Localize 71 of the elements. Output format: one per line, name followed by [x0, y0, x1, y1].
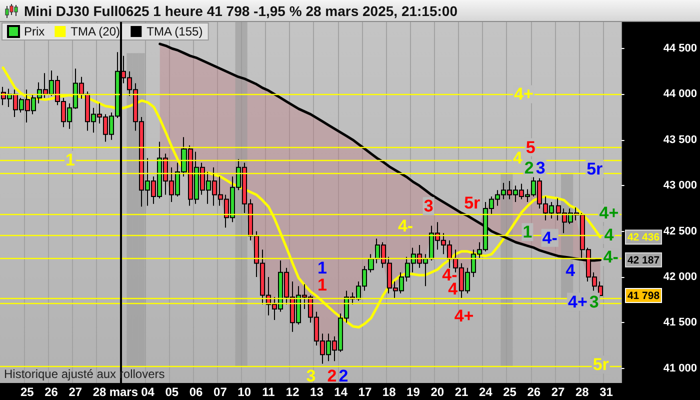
- y-tick-label: 44 500: [663, 42, 698, 55]
- annotation: 2: [524, 158, 534, 178]
- bar: [132, 53, 139, 367]
- x-tick-label: 24: [478, 385, 493, 399]
- annotation: 2: [327, 366, 337, 386]
- bar: [126, 53, 133, 367]
- annotation: 4+: [514, 84, 534, 104]
- x-tick-label: 21: [454, 385, 468, 399]
- text: 42 187: [627, 254, 660, 266]
- x-tick-label: 11: [262, 385, 276, 399]
- x-tick-label: 10: [238, 385, 252, 399]
- annotation: 1: [522, 222, 532, 242]
- annotation: 4: [604, 225, 614, 244]
- x-tick-label: 26: [527, 385, 541, 399]
- annotation: 3: [424, 196, 434, 216]
- annotation: 4-: [603, 248, 618, 267]
- y-tick-label: 42 500: [663, 225, 698, 238]
- x-tick-label: 14: [334, 385, 348, 399]
- annotation: 4+: [599, 203, 619, 222]
- annotation: 1: [317, 258, 327, 278]
- x-tick-label: 20: [430, 385, 444, 399]
- chart-title: Mini DJ30 Full0625 1 heure 41 798 -1,95 % 28 mars 2025, 21:15:00: [24, 2, 458, 18]
- annotation: 3: [306, 366, 316, 386]
- text: 42 436: [627, 232, 660, 244]
- legend-label: Prix: [24, 24, 45, 38]
- x-tick-label: 04: [141, 385, 155, 399]
- annotation: 4: [566, 261, 576, 280]
- x-tick-label: 19: [406, 385, 420, 399]
- y-tick-label: 43 000: [663, 180, 698, 192]
- x-tick-label: 27: [68, 385, 82, 399]
- annotation: 2: [338, 366, 348, 386]
- x-tick-label: 18: [382, 385, 396, 399]
- annotation: 1: [317, 276, 327, 295]
- y-tick-label: 41 000: [663, 362, 698, 374]
- x-tick-label: 28: [575, 385, 590, 399]
- x-tick-label: 26: [44, 385, 58, 399]
- annotation: 4+: [568, 292, 588, 312]
- legend-label: TMA (155): [146, 24, 203, 38]
- annotation: 5r: [586, 159, 604, 178]
- x-tick-label: 13: [310, 385, 324, 399]
- x-tick-label: 17: [358, 385, 372, 399]
- x-tick-label: 07: [214, 385, 228, 399]
- annotation: 4-: [398, 216, 414, 236]
- x-tick-label: mars: [109, 385, 138, 399]
- bar: [500, 172, 507, 367]
- x-tick-label: 28: [92, 385, 107, 399]
- annotation: 3: [589, 292, 599, 312]
- x-tick-label: 31: [600, 385, 614, 399]
- x-tick-label: 06: [189, 385, 204, 399]
- legend-label: TMA (20): [70, 24, 120, 38]
- annotation: 5r: [464, 193, 481, 212]
- y-tick-label: 43 500: [663, 134, 698, 146]
- y-tick-label: 41 500: [663, 316, 698, 329]
- x-tick-label: 25: [20, 385, 34, 399]
- annotation: 5r: [592, 355, 610, 374]
- annotation: 4: [512, 148, 523, 168]
- annotation: 1: [66, 150, 76, 170]
- x-tick-label: 12: [286, 385, 300, 399]
- x-tick-label: 25: [503, 385, 517, 399]
- annotation: 4-: [542, 228, 558, 248]
- annotation: 4: [448, 280, 458, 299]
- annotation: 4+: [454, 306, 474, 326]
- x-tick-label: 05: [165, 385, 179, 399]
- x-tick-label: 27: [551, 385, 566, 399]
- text: 41 798: [627, 290, 660, 302]
- annotation: 5: [526, 138, 536, 157]
- annotation: 3: [536, 158, 546, 178]
- y-tick-label: 44 000: [663, 88, 698, 100]
- bar: [235, 22, 242, 367]
- bar: [506, 172, 513, 367]
- y-tick-label: 42 000: [663, 270, 698, 283]
